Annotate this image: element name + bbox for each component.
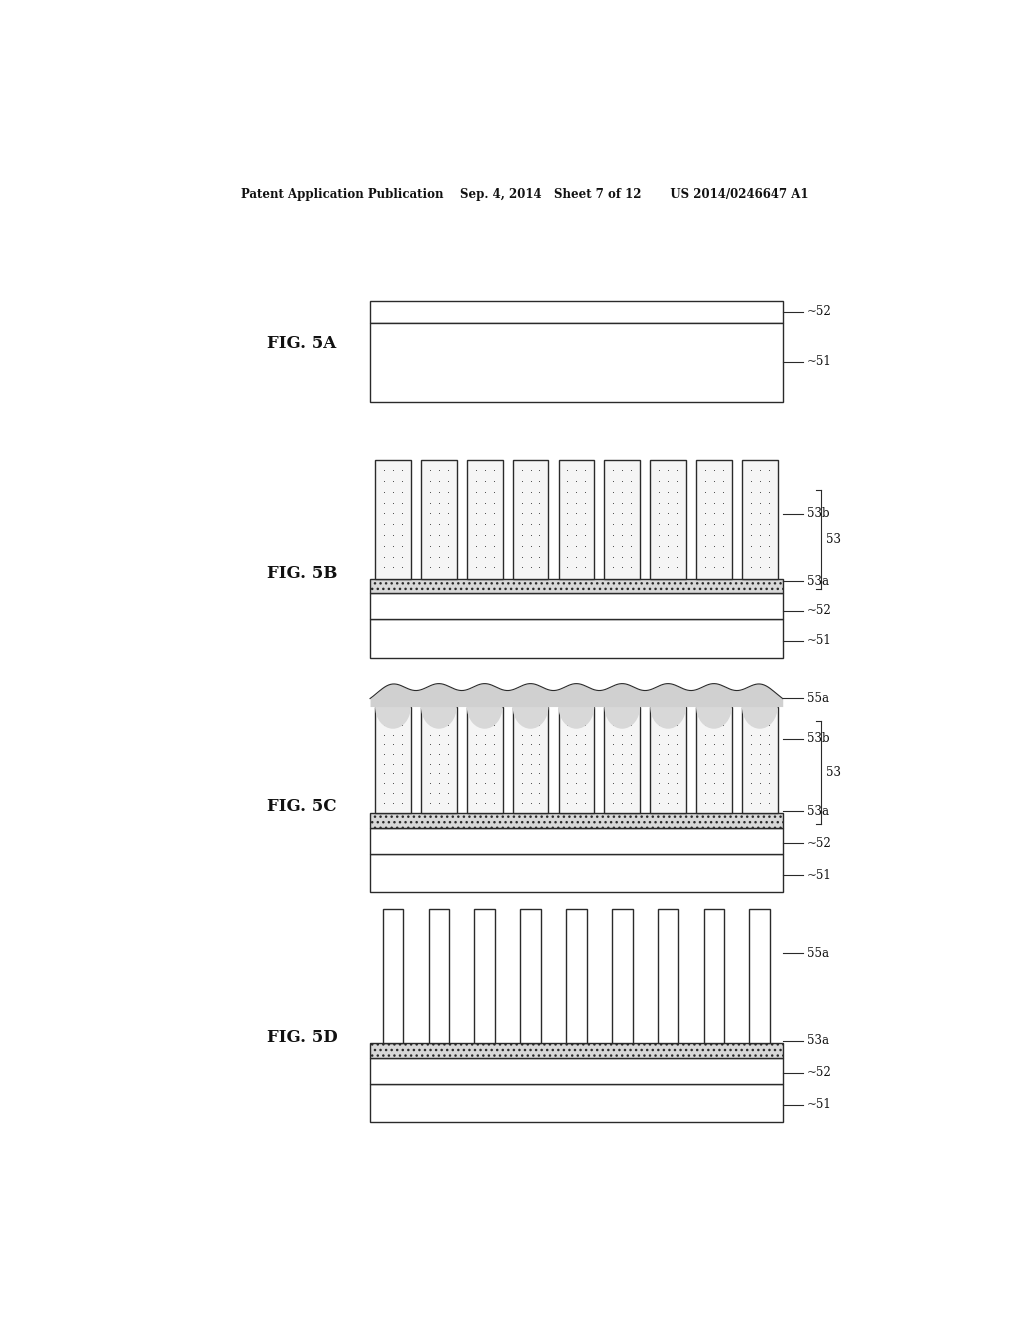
Bar — [370, 828, 782, 854]
Bar — [604, 461, 640, 579]
Bar — [421, 461, 457, 579]
Bar — [657, 908, 679, 1043]
Ellipse shape — [558, 684, 594, 729]
Bar — [650, 706, 686, 813]
Bar — [375, 461, 411, 579]
Bar — [520, 908, 541, 1043]
Text: 55a: 55a — [807, 946, 828, 960]
Ellipse shape — [650, 684, 686, 729]
Bar — [370, 301, 782, 323]
Ellipse shape — [742, 684, 777, 729]
Text: 53a: 53a — [807, 574, 828, 587]
Text: 53b: 53b — [807, 507, 829, 520]
Ellipse shape — [513, 684, 549, 729]
Bar — [612, 908, 633, 1043]
Bar — [375, 706, 411, 813]
Bar — [558, 706, 594, 813]
Bar — [370, 854, 782, 892]
Bar — [558, 461, 594, 579]
Bar — [566, 908, 587, 1043]
Bar — [696, 461, 732, 579]
Text: FIG. 5A: FIG. 5A — [267, 335, 336, 352]
Bar — [742, 706, 777, 813]
Bar — [383, 908, 403, 1043]
Text: ~51: ~51 — [807, 1098, 831, 1111]
Bar — [370, 1084, 782, 1122]
Bar — [696, 706, 732, 813]
Bar — [513, 461, 549, 579]
Text: ~51: ~51 — [807, 634, 831, 647]
Text: ~51: ~51 — [807, 355, 831, 368]
Bar — [370, 579, 782, 593]
Ellipse shape — [467, 684, 503, 729]
Text: ~52: ~52 — [807, 605, 831, 618]
Ellipse shape — [375, 684, 411, 729]
Bar — [370, 323, 782, 403]
Text: ~52: ~52 — [807, 1067, 831, 1080]
Bar — [370, 619, 782, 659]
Bar — [467, 461, 503, 579]
Text: 53a: 53a — [807, 1035, 828, 1047]
Text: 53b: 53b — [807, 733, 829, 744]
Bar — [703, 908, 724, 1043]
Bar — [650, 461, 686, 579]
Bar — [370, 1057, 782, 1084]
Text: 55a: 55a — [807, 692, 828, 705]
Text: ~52: ~52 — [807, 305, 831, 318]
Text: ~51: ~51 — [807, 869, 831, 882]
Bar — [370, 813, 782, 828]
Bar — [474, 908, 495, 1043]
Bar — [467, 706, 503, 813]
Bar — [604, 706, 640, 813]
Text: Patent Application Publication    Sep. 4, 2014   Sheet 7 of 12       US 2014/024: Patent Application Publication Sep. 4, 2… — [241, 189, 809, 202]
Text: FIG. 5C: FIG. 5C — [267, 799, 336, 816]
Ellipse shape — [421, 684, 457, 729]
Bar — [421, 706, 457, 813]
Text: ~52: ~52 — [807, 837, 831, 850]
Text: FIG. 5D: FIG. 5D — [267, 1030, 338, 1045]
Bar — [513, 706, 549, 813]
Bar — [742, 461, 777, 579]
Bar — [428, 908, 450, 1043]
Ellipse shape — [604, 684, 640, 729]
Bar — [370, 593, 782, 619]
Bar — [370, 1043, 782, 1057]
Text: 53a: 53a — [807, 805, 828, 817]
Bar — [750, 908, 770, 1043]
Text: FIG. 5B: FIG. 5B — [267, 565, 337, 582]
Text: 53: 53 — [826, 766, 842, 779]
Ellipse shape — [696, 684, 732, 729]
Text: 53: 53 — [826, 533, 842, 546]
